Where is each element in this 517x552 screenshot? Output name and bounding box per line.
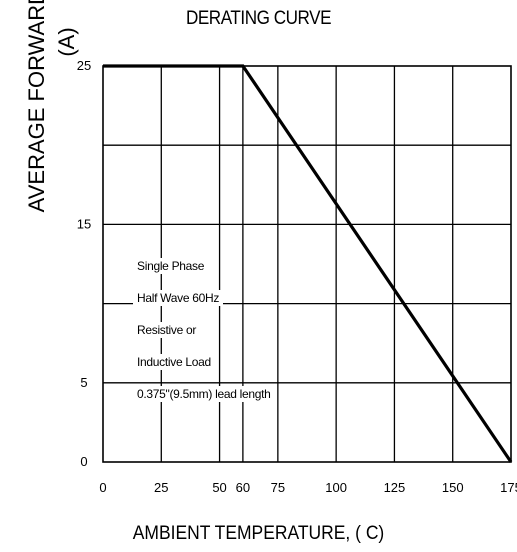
x-tick-label: 150 xyxy=(442,480,464,495)
y-tick-label: 5 xyxy=(80,375,87,390)
x-tick-label: 175 xyxy=(500,480,517,495)
x-tick-label: 100 xyxy=(325,480,347,495)
y-tick-label: 25 xyxy=(77,58,91,73)
annotation-line: 0.375"(9.5mm) lead length xyxy=(133,386,275,402)
annotation-line: Inductive Load xyxy=(133,354,215,370)
y-tick-label: 15 xyxy=(77,216,91,231)
x-tick-label: 60 xyxy=(236,480,250,495)
x-tick-label: 25 xyxy=(154,480,168,495)
y-tick-label: 0 xyxy=(80,454,87,469)
annotation-line: Half Wave 60Hz xyxy=(133,290,224,306)
annotation-line: Single Phase xyxy=(133,258,209,274)
x-tick-label: 125 xyxy=(384,480,406,495)
plot-frame xyxy=(102,65,512,463)
x-tick-label: 75 xyxy=(271,480,285,495)
derating-line xyxy=(103,64,513,463)
x-axis-label: AMBIENT TEMPERATURE, ( C) xyxy=(132,523,385,544)
annotation-line: Resistive or xyxy=(133,322,201,338)
x-tick-label: 0 xyxy=(99,480,106,495)
chart-title: DERATING CURVE xyxy=(185,8,332,29)
x-tick-label: 50 xyxy=(212,480,226,495)
